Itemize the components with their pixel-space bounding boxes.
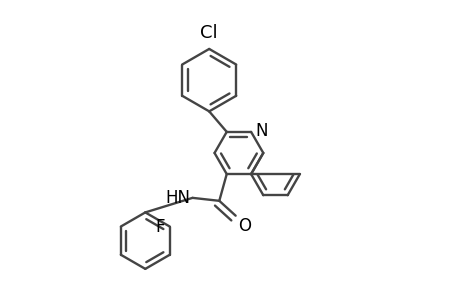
- Text: F: F: [155, 218, 164, 236]
- Text: HN: HN: [165, 189, 190, 207]
- Text: Cl: Cl: [200, 23, 218, 41]
- Text: N: N: [255, 122, 268, 140]
- Text: O: O: [238, 217, 251, 235]
